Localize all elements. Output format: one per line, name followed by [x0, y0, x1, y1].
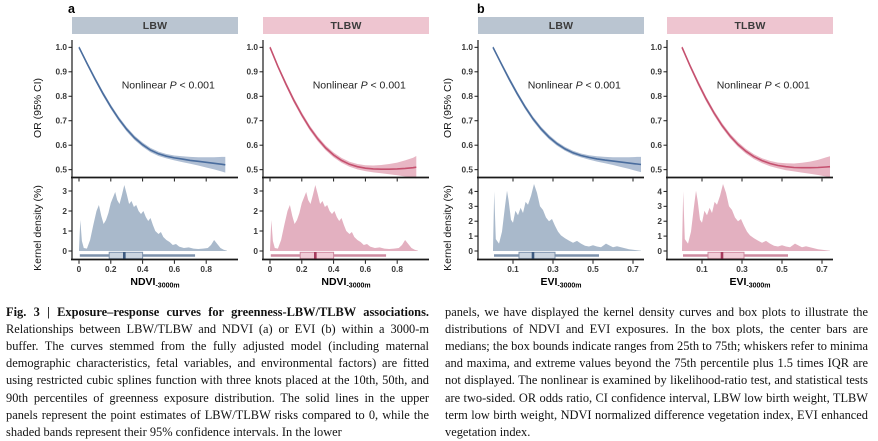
svg-text:0.5: 0.5 — [587, 264, 599, 274]
svg-text:Nonlinear P < 0.001: Nonlinear P < 0.001 — [313, 79, 406, 91]
svg-text:0.8: 0.8 — [246, 91, 258, 101]
svg-text:1: 1 — [62, 226, 67, 236]
svg-text:1.0: 1.0 — [246, 42, 258, 52]
header-evi-tlbw: TLBW — [667, 17, 833, 34]
evi-tlbw-chart: Nonlinear P < 0.001 1.0 0.9 0.8 0.7 0.6 0.5 0 1 2… — [650, 40, 833, 290]
svg-text:4: 4 — [468, 186, 473, 196]
subpanel-evi-lbw: LBW Nonlinear P < 0.001 1.0 0.9 0.8 0.7 0.6 0.… — [452, 17, 644, 292]
svg-text:3: 3 — [468, 201, 473, 211]
svg-text:0.6: 0.6 — [55, 140, 67, 150]
svg-text:0.6: 0.6 — [650, 140, 662, 150]
subpanel-evi-tlbw: TLBW Nonlinear P < 0.001 1.0 0.9 0.8 0.7 0.6 0… — [641, 17, 833, 292]
svg-text:0.7: 0.7 — [816, 264, 828, 274]
header-ndvi-lbw: LBW — [72, 17, 238, 34]
svg-text:0.5: 0.5 — [55, 165, 67, 175]
svg-text:0.8: 0.8 — [461, 91, 473, 101]
svg-text:0.8: 0.8 — [200, 264, 212, 274]
figure-caption: Fig. 3 | Exposure–response curves for gr… — [0, 296, 878, 441]
svg-text:Nonlinear P < 0.001: Nonlinear P < 0.001 — [717, 79, 810, 91]
svg-text:2: 2 — [468, 216, 473, 226]
svg-text:0.8: 0.8 — [650, 91, 662, 101]
svg-text:0.9: 0.9 — [650, 67, 662, 77]
svg-text:1.0: 1.0 — [650, 42, 662, 52]
svg-text:0.7: 0.7 — [55, 116, 67, 126]
panel-letter-b: b — [477, 2, 485, 16]
subpanel-ndvi-lbw: LBW Nonlinear P < 0.001 1.0 0.9 0.8 0.7 0.6 0.… — [46, 17, 238, 292]
svg-text:3: 3 — [253, 186, 258, 196]
svg-text:0.9: 0.9 — [55, 67, 67, 77]
svg-text:1: 1 — [253, 226, 258, 236]
or-axis-label-a: OR (95% CI) — [32, 77, 44, 139]
svg-text:0.5: 0.5 — [246, 165, 258, 175]
svg-text:0.1: 0.1 — [696, 264, 708, 274]
caption-left-body: Relationships between LBW/TLBW and NDVI … — [6, 322, 429, 439]
header-ndvi-tlbw: TLBW — [263, 17, 429, 34]
svg-text:EVI-3000m: EVI-3000m — [540, 276, 581, 290]
svg-text:0: 0 — [657, 246, 662, 256]
svg-text:1: 1 — [468, 231, 473, 241]
svg-text:0.6: 0.6 — [169, 264, 181, 274]
svg-text:4: 4 — [657, 186, 662, 196]
caption-title: Fig. 3 | Exposure–response curves for gr… — [6, 305, 429, 319]
svg-text:1.0: 1.0 — [55, 42, 67, 52]
svg-text:NDVI-3000m: NDVI-3000m — [321, 276, 370, 290]
svg-text:2: 2 — [253, 206, 258, 216]
caption-right-column: panels, we have displayed the kernel den… — [445, 305, 868, 439]
caption-left-column: Fig. 3 | Exposure–response curves for gr… — [6, 304, 429, 441]
ndvi-lbw-chart: Nonlinear P < 0.001 1.0 0.9 0.8 0.7 0.6 0.5 0 1 2… — [55, 40, 238, 290]
svg-text:0.6: 0.6 — [461, 140, 473, 150]
figure-3: a b OR (95% CI) Kernel density (%) OR (9… — [32, 2, 833, 292]
svg-text:0.7: 0.7 — [461, 116, 473, 126]
svg-text:0.7: 0.7 — [627, 264, 639, 274]
svg-text:EVI-3000m: EVI-3000m — [729, 276, 770, 290]
svg-text:0.4: 0.4 — [328, 264, 340, 274]
svg-text:0: 0 — [468, 246, 473, 256]
svg-text:0: 0 — [268, 264, 273, 274]
svg-text:0.5: 0.5 — [650, 165, 662, 175]
svg-text:0.8: 0.8 — [55, 91, 67, 101]
svg-text:3: 3 — [62, 186, 67, 196]
svg-text:0.8: 0.8 — [391, 264, 403, 274]
svg-text:0: 0 — [62, 246, 67, 256]
svg-text:1.0: 1.0 — [461, 42, 473, 52]
svg-text:2: 2 — [657, 216, 662, 226]
svg-text:0.5: 0.5 — [461, 165, 473, 175]
svg-text:0: 0 — [77, 264, 82, 274]
svg-text:2: 2 — [62, 206, 67, 216]
svg-text:Nonlinear P < 0.001: Nonlinear P < 0.001 — [122, 79, 215, 91]
svg-text:3: 3 — [657, 201, 662, 211]
svg-text:0.3: 0.3 — [547, 264, 559, 274]
svg-text:0.1: 0.1 — [507, 264, 519, 274]
svg-text:0.2: 0.2 — [105, 264, 117, 274]
subpanel-ndvi-tlbw: TLBW Nonlinear P < 0.001 1.0 0.9 0.8 0.7 0.6 0… — [237, 17, 429, 292]
svg-text:0.6: 0.6 — [360, 264, 372, 274]
svg-text:1: 1 — [657, 231, 662, 241]
density-axis-label-a: Kernel density (%) — [32, 185, 44, 271]
svg-text:0.2: 0.2 — [296, 264, 308, 274]
svg-text:0: 0 — [253, 246, 258, 256]
evi-lbw-chart: Nonlinear P < 0.001 1.0 0.9 0.8 0.7 0.6 0.5 0 1 2… — [461, 40, 644, 290]
ndvi-tlbw-chart: Nonlinear P < 0.001 1.0 0.9 0.8 0.7 0.6 0.5 0 1 2… — [246, 40, 429, 290]
svg-text:0.6: 0.6 — [246, 140, 258, 150]
svg-text:0.7: 0.7 — [650, 116, 662, 126]
svg-text:0.4: 0.4 — [137, 264, 149, 274]
header-evi-lbw: LBW — [478, 17, 644, 34]
svg-text:0.5: 0.5 — [776, 264, 788, 274]
svg-text:0.9: 0.9 — [461, 67, 473, 77]
svg-text:NDVI-3000m: NDVI-3000m — [130, 276, 179, 290]
svg-text:0.9: 0.9 — [246, 67, 258, 77]
panel-letter-a: a — [68, 2, 75, 16]
svg-text:0.7: 0.7 — [246, 116, 258, 126]
svg-text:0.3: 0.3 — [736, 264, 748, 274]
svg-text:Nonlinear P < 0.001: Nonlinear P < 0.001 — [528, 79, 621, 91]
